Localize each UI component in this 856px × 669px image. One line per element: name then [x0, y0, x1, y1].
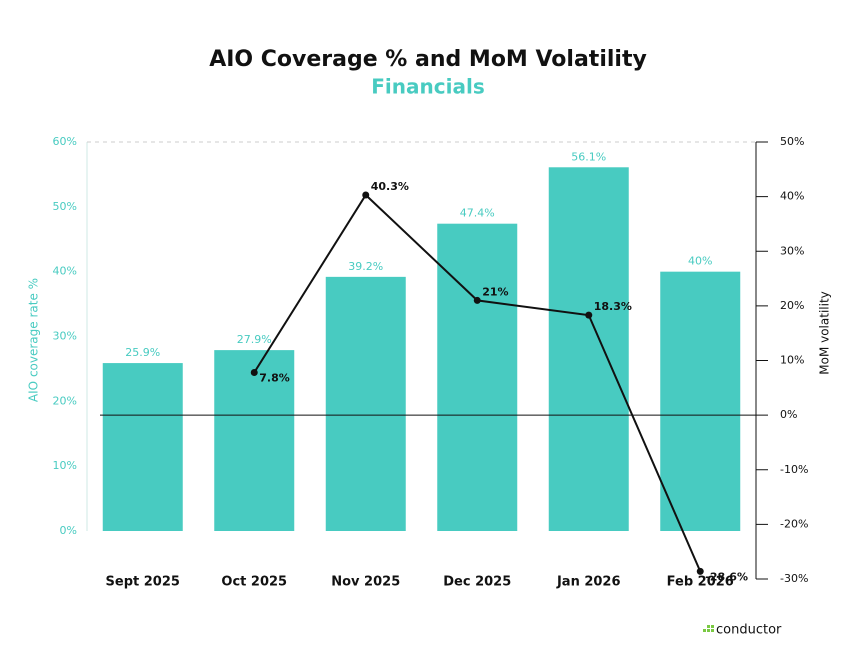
bar-value-label: 27.9% — [237, 333, 272, 346]
y-tick-label: 40% — [53, 265, 77, 278]
y2-tick-label: 30% — [780, 244, 804, 257]
y-tick-label: 20% — [53, 394, 77, 407]
brand-name: conductor — [716, 623, 782, 638]
y-axis-label: AIO coverage rate % — [27, 278, 41, 402]
bar-value-label: 40% — [688, 255, 712, 268]
y2-axis-label: MoM volatility — [818, 291, 832, 375]
bar — [660, 271, 741, 531]
y2-tick-label: -10% — [780, 463, 808, 476]
y2-tick-label: -20% — [780, 517, 808, 530]
x-tick-label: Dec 2025 — [443, 575, 511, 590]
line-value-label: 18.3% — [594, 300, 632, 313]
x-tick-label: Jan 2026 — [556, 575, 621, 590]
bar — [325, 276, 406, 531]
brand-icon — [703, 625, 714, 632]
bar — [214, 350, 295, 531]
y2-tick-label: 10% — [780, 354, 804, 367]
y2-tick-label: 0% — [780, 408, 797, 421]
bar-value-label: 39.2% — [348, 260, 383, 273]
line-value-label: 40.3% — [371, 180, 409, 193]
y-tick-label: 50% — [53, 200, 77, 213]
y-tick-label: 60% — [53, 135, 77, 148]
bar-value-label: 25.9% — [125, 346, 160, 359]
bar — [548, 167, 629, 531]
y2-tick-label: -30% — [780, 572, 808, 585]
line-point — [473, 296, 481, 304]
chart-title: AIO Coverage % and MoM Volatility — [209, 47, 647, 72]
x-tick-label: Oct 2025 — [221, 575, 287, 590]
y2-tick-label: 40% — [780, 190, 804, 203]
bar-value-label: 47.4% — [460, 207, 495, 220]
y2-tick-label: 50% — [780, 135, 804, 148]
line-value-label: -28.6% — [705, 570, 748, 583]
line-value-label: 21% — [482, 285, 508, 298]
line-value-label: 7.8% — [259, 372, 290, 385]
bar-value-label: 56.1% — [571, 150, 606, 163]
y2-tick-label: 20% — [780, 299, 804, 312]
x-tick-label: Sept 2025 — [106, 575, 180, 590]
y-tick-label: 0% — [60, 524, 77, 537]
line-point — [250, 369, 258, 377]
bar — [102, 363, 183, 531]
x-tick-label: Feb 2026 — [667, 575, 734, 590]
x-tick-label: Nov 2025 — [331, 575, 400, 590]
line-point — [585, 311, 593, 319]
line-point — [362, 191, 370, 199]
y-tick-label: 10% — [53, 459, 77, 472]
chart-subtitle: Financials — [371, 75, 484, 99]
y-tick-label: 30% — [53, 330, 77, 343]
bar — [437, 223, 518, 531]
line-point — [696, 567, 704, 575]
